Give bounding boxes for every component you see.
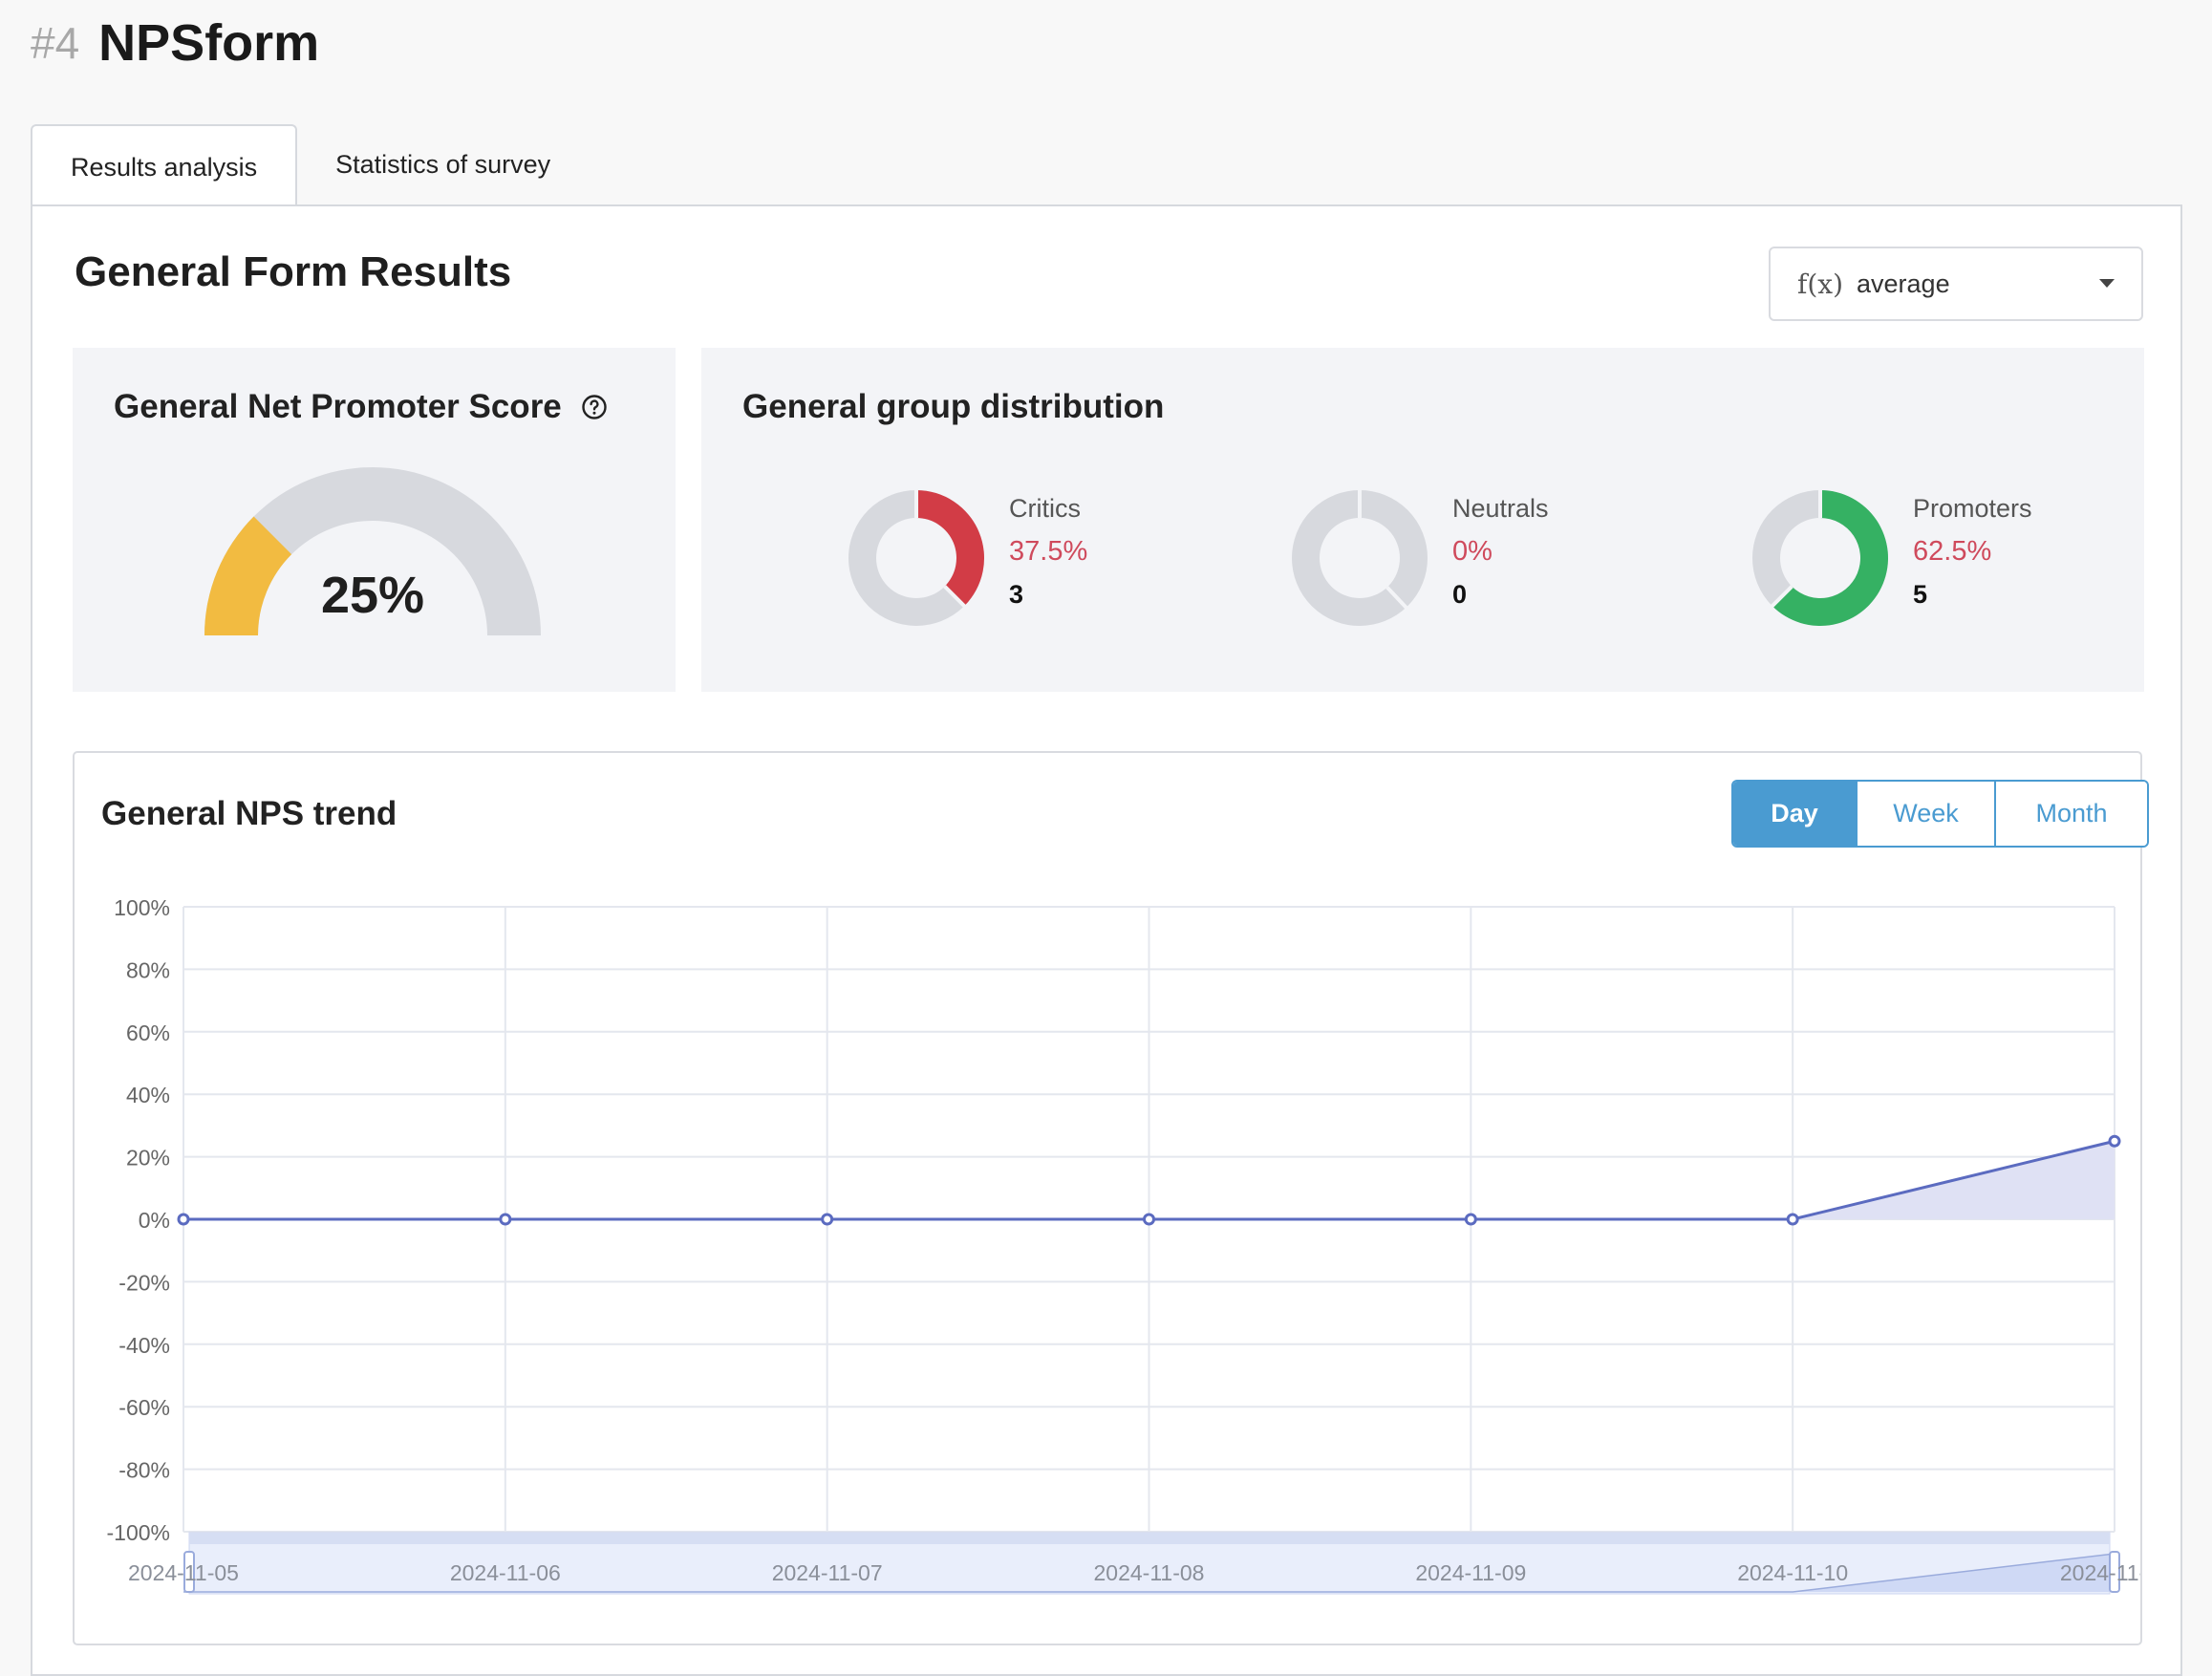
y-tick-label: 40% (126, 1083, 170, 1107)
group-count: 5 (1913, 580, 1928, 609)
x-tick-label: 2024-11-08 (1094, 1560, 1205, 1585)
donut-slice (916, 490, 984, 607)
group-promoters: Promoters 62.5% 5 (1749, 486, 2131, 630)
help-icon[interactable] (581, 394, 608, 420)
zoom-handle-left (183, 1551, 195, 1593)
x-tick-label: 2024-11-09 (1415, 1560, 1526, 1585)
y-tick-label: -60% (118, 1395, 170, 1420)
group-count: 0 (1452, 580, 1468, 609)
granularity-toggle: Day Week Month (1731, 780, 2149, 848)
zoom-handle-right (2109, 1551, 2120, 1593)
y-tick-label: 100% (114, 895, 170, 920)
donut-slice (1772, 490, 1888, 626)
nps-trend-card: 100% 80% 60% 40% 20% 0% -20% -40% -60% -80% -100% 2… (73, 751, 2149, 1645)
x-tick-label: 2024-11-05 (128, 1560, 239, 1585)
y-tick-label: -20% (118, 1270, 170, 1295)
y-tick-label: -80% (118, 1458, 170, 1483)
nps-gauge (204, 467, 541, 635)
tab-results-analysis[interactable]: Results analysis (31, 124, 298, 208)
x-tick-label: 2024-11-11 (2060, 1560, 2140, 1585)
nps-card: General Net Promoter Score 25% (73, 348, 676, 692)
group-label: Promoters (1913, 494, 2032, 523)
group-percent: 0% (1452, 536, 1493, 567)
results-panel: General Form Results f(x) average Genera… (31, 204, 2182, 1676)
data-point (1143, 1213, 1155, 1226)
series-area (183, 1141, 2115, 1219)
x-tick-label: 2024-11-06 (450, 1560, 561, 1585)
data-point (499, 1213, 512, 1226)
gauge-track (204, 467, 541, 635)
page-header: #4 NPSform (31, 10, 319, 76)
data-point (177, 1213, 190, 1226)
distribution-card: General group distribution Critics 37.5%… (701, 348, 2144, 692)
group-critics: Critics 37.5% 3 (845, 486, 1227, 630)
y-tick-label: 80% (126, 957, 170, 982)
granularity-month-button[interactable]: Month (1996, 782, 2147, 846)
data-point (1464, 1213, 1477, 1226)
aggregate-select[interactable]: f(x) average (1769, 247, 2143, 321)
function-icon: f(x) (1797, 268, 1844, 300)
granularity-week-button[interactable]: Week (1858, 782, 1996, 846)
y-tick-label: 20% (126, 1146, 170, 1171)
group-count: 3 (1009, 580, 1024, 609)
x-tick-label: 2024-11-10 (1737, 1560, 1848, 1585)
nps-gauge-value: 25% (320, 567, 425, 624)
x-tick-label: 2024-11-07 (772, 1560, 883, 1585)
critics-donut (848, 489, 984, 626)
data-point (821, 1213, 834, 1226)
nps-card-title-text: General Net Promoter Score (114, 388, 562, 425)
granularity-day-button[interactable]: Day (1733, 782, 1858, 846)
y-tick-label: 60% (126, 1021, 170, 1045)
neutrals-donut (1292, 489, 1428, 626)
tab-statistics-of-survey[interactable]: Statistics of survey (335, 149, 551, 179)
zoom-slider-bar (189, 1533, 2110, 1544)
nps-card-title: General Net Promoter Score (114, 388, 608, 426)
donut-separator (943, 585, 967, 609)
group-label: Critics (1009, 494, 1081, 523)
aggregate-select-value: average (1857, 269, 1950, 298)
promoters-donut (1752, 489, 1888, 626)
form-id: #4 (31, 18, 80, 68)
nps-trend-chart: 100% 80% 60% 40% 20% 0% -20% -40% -60% -80% -100% 2… (107, 895, 2140, 1595)
tab-bar: Results analysis Statistics of survey (31, 124, 589, 208)
page-title: NPSform (98, 14, 320, 72)
y-tick-label: -100% (107, 1520, 170, 1545)
group-label: Neutrals (1452, 494, 1549, 523)
section-title: General Form Results (75, 248, 512, 295)
donut-separator (1385, 586, 1408, 610)
group-percent: 37.5% (1009, 536, 1088, 567)
zoom-preview-line (183, 1553, 2115, 1593)
distribution-card-title: General group distribution (742, 388, 1165, 425)
data-point (2108, 1134, 2121, 1148)
data-point (1786, 1213, 1799, 1226)
trend-title: General NPS trend (101, 795, 397, 832)
gauge-fill (204, 516, 292, 635)
donut-separator (1770, 585, 1793, 609)
group-neutrals: Neutrals 0% 0 (1288, 486, 1670, 630)
chevron-down-icon (2099, 279, 2115, 288)
y-tick-label: -40% (118, 1333, 170, 1358)
y-tick-label: 0% (139, 1208, 170, 1233)
group-percent: 62.5% (1913, 536, 1992, 567)
